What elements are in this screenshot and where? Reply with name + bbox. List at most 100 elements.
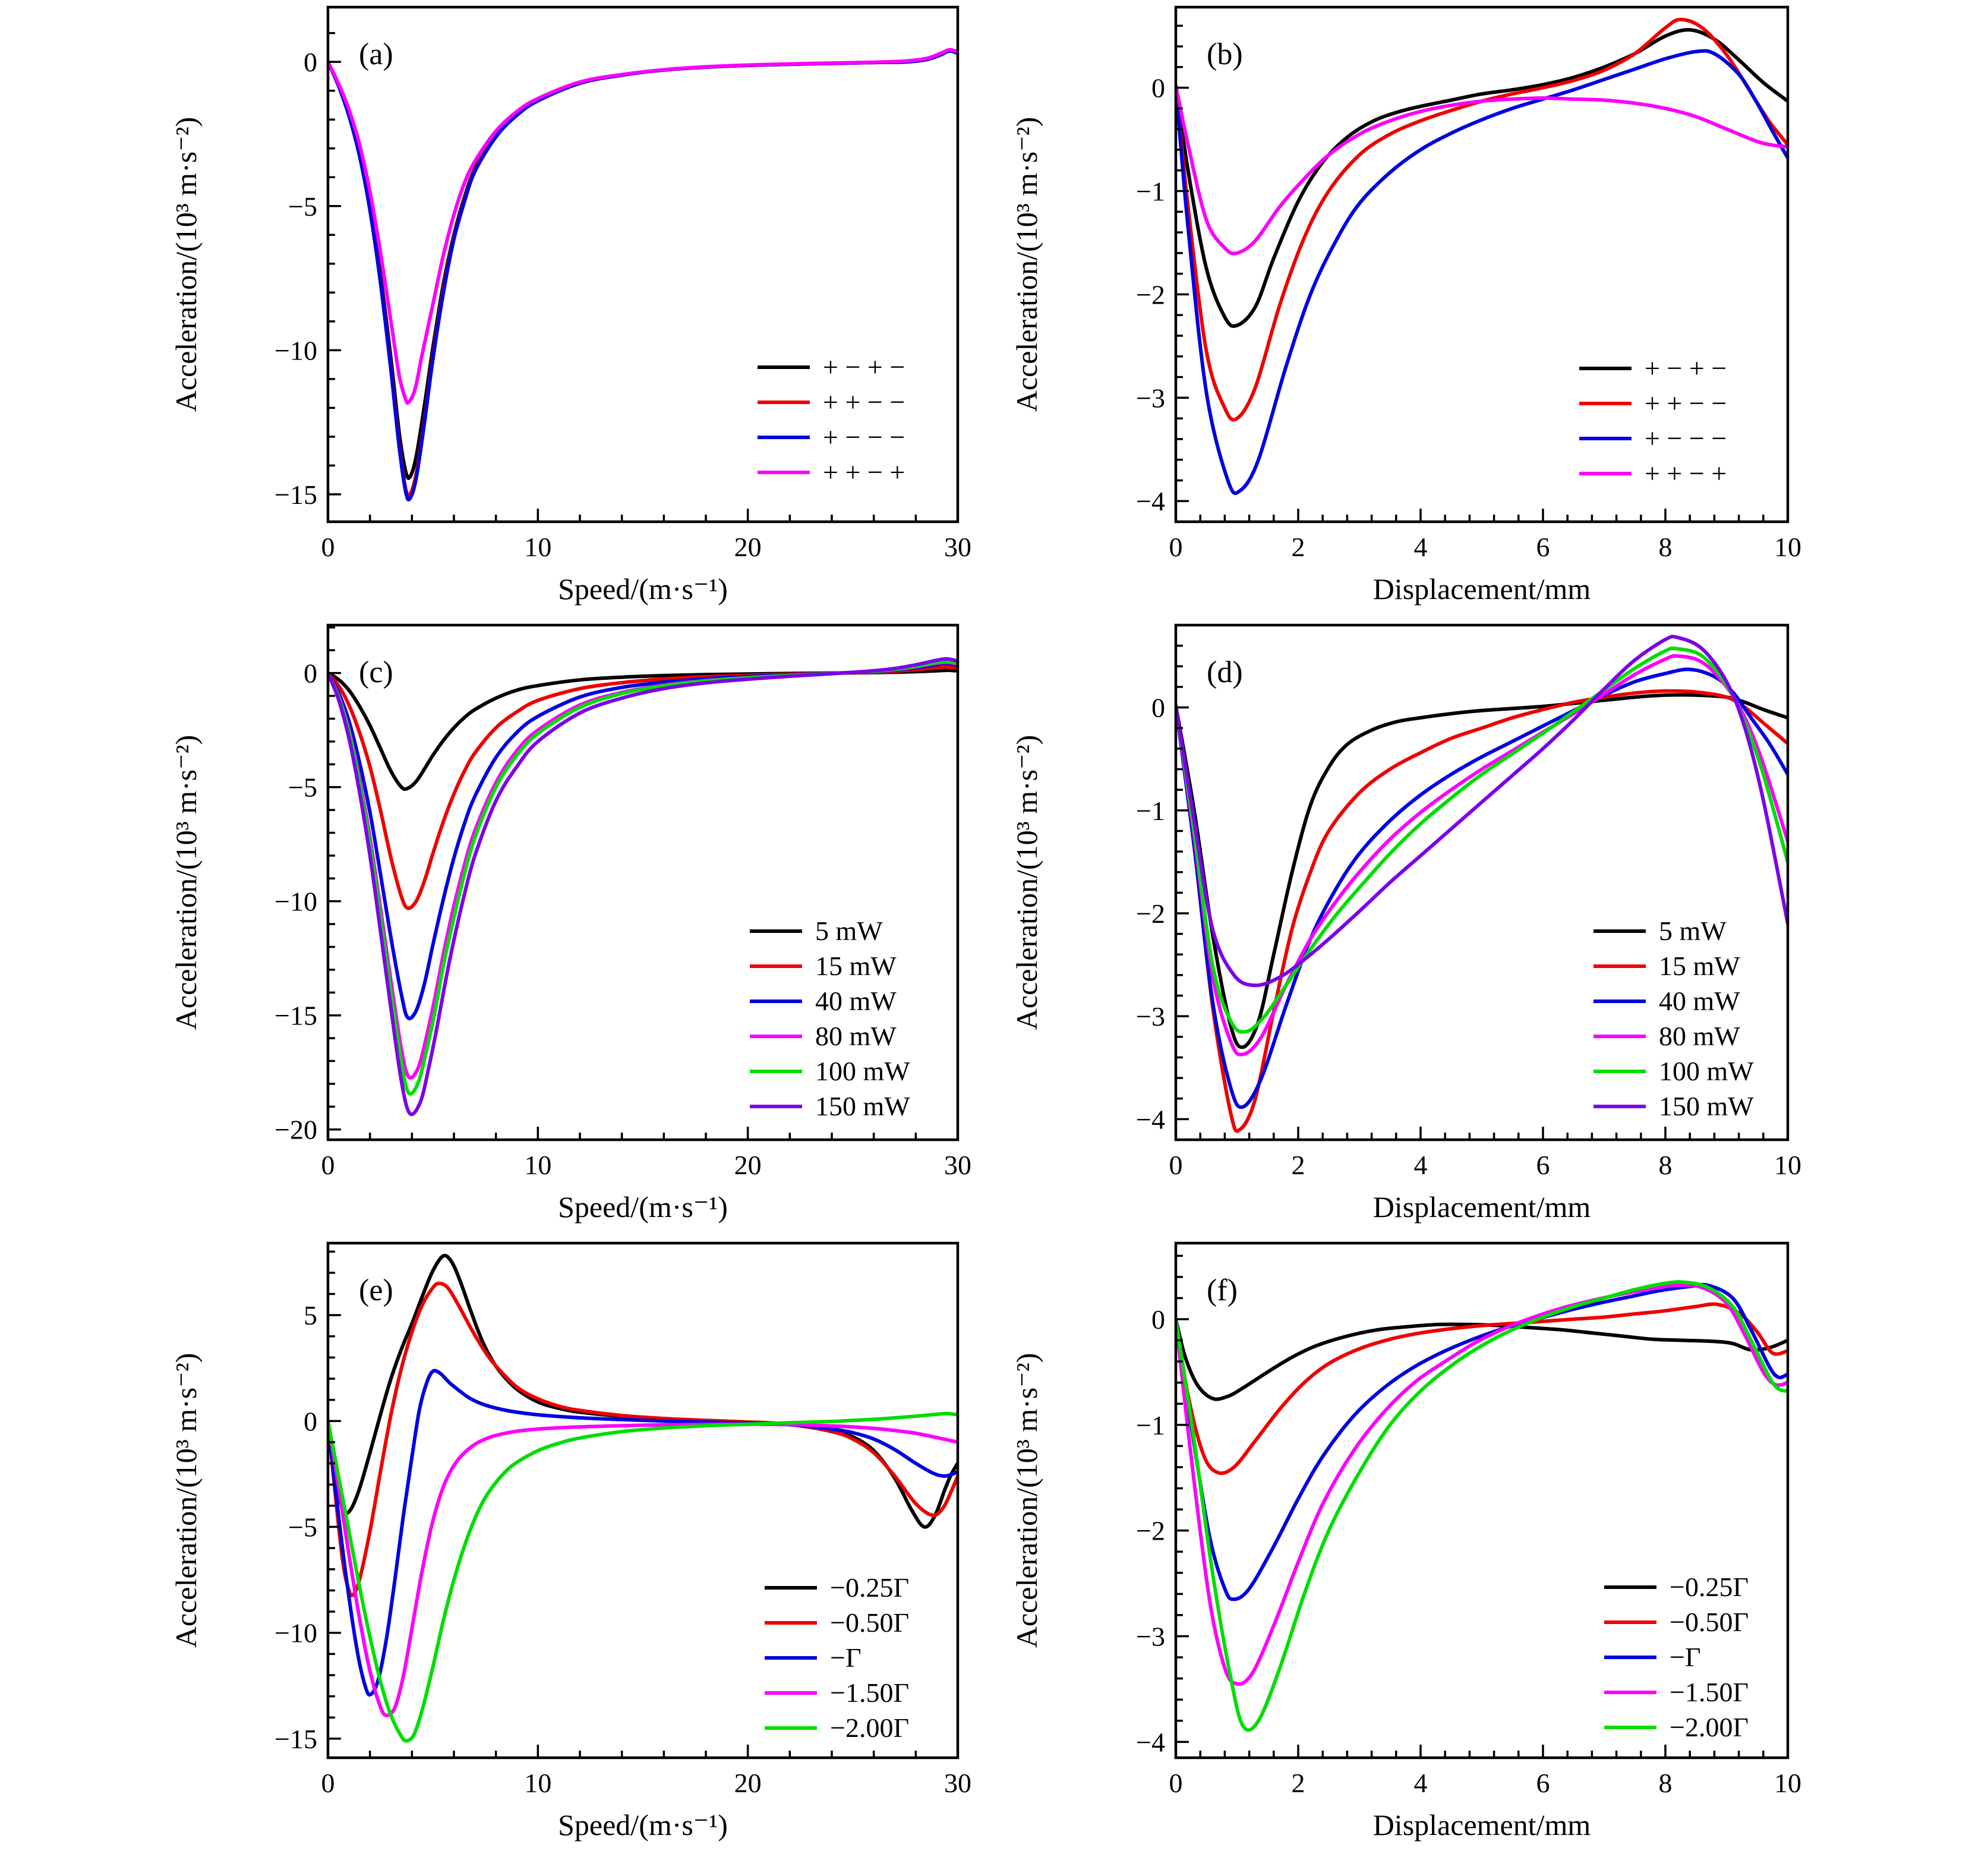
f-series--2.00g	[1176, 1280, 1788, 1732]
d-plot-box	[1174, 623, 1790, 1142]
legend-label: 40 mW	[1659, 986, 1740, 1016]
c-series-150-mw	[328, 657, 958, 1117]
d-legend-entry: 5 mW	[1593, 916, 1727, 946]
b-legend-entry: + − + −	[1579, 353, 1727, 383]
e-series--g	[328, 1369, 958, 1697]
b-legend-entry: + − − −	[1579, 423, 1727, 453]
legend-label: −2.00Γ	[830, 1713, 909, 1743]
c-plot-box	[326, 623, 960, 1142]
legend-label: −Γ	[1670, 1642, 1701, 1672]
e-legend: −0.25Γ −0.50Γ −Γ −1.50Γ −2.00Γ	[765, 1572, 909, 1743]
b-series--	[1176, 28, 1788, 328]
subplot-f: 0 2 4 6 8 10 0 −1 −2 −3 −4 Displacement/mm Accelerat…	[994, 1236, 1988, 1854]
legend-label: 100 mW	[815, 1056, 910, 1086]
c-legend: 5 mW 15 mW 40 mW 80 mW 100 mW 150 mW	[750, 916, 910, 1121]
d-x-axis-ticks	[1175, 1127, 1789, 1140]
e-plot-box	[326, 1241, 960, 1760]
b-xaxis-title: Displacement/mm	[1373, 572, 1591, 606]
plot-e-canvas: 0 10 20 30 5 0 −5 −10 −15 Speed/(m·s⁻¹) Accelerati…	[169, 1241, 971, 1842]
a-xaxis-title: Speed/(m·s⁻¹)	[558, 572, 728, 606]
plot-a-canvas: 0 10 20 30 0 −5 −10 −15 Speed/(m·s⁻¹) Acceleratio…	[169, 5, 971, 606]
legend-label: + − + −	[1645, 353, 1727, 383]
d-xtick-label: 0	[1169, 1150, 1183, 1180]
c-ytick-label: −20	[274, 1115, 317, 1145]
f-legend-entry: −0.25Γ	[1604, 1572, 1749, 1602]
f-xtick-label: 4	[1414, 1768, 1428, 1798]
d-ytick-label: −4	[1136, 1104, 1165, 1134]
a-legend-entry: + − − −	[758, 422, 905, 452]
a-ytick-label: 0	[304, 47, 317, 77]
plot-d-canvas: 0 2 4 6 8 10 0 −1 −2 −3 −4 Displacement/mm Accelerat…	[1010, 623, 1801, 1224]
subplot-a: 0 10 20 30 0 −5 −10 −15 Speed/(m·s⁻¹) Acceleratio…	[0, 0, 994, 618]
legend-label: −0.50Γ	[830, 1607, 909, 1638]
b-ytick-label: −2	[1136, 279, 1165, 310]
f-xtick-label: 2	[1292, 1768, 1305, 1798]
legend-label: 5 mW	[815, 916, 883, 946]
f-ytick-label: −4	[1136, 1727, 1165, 1757]
f-y-axis-ticks	[1176, 1254, 1189, 1743]
e-ytick-label: 0	[304, 1406, 317, 1436]
legend-label: + + − +	[1645, 458, 1727, 488]
subplot-c: 0 10 20 30 0 −5 −10 −15 −20 Speed/(m·s⁻¹) Accelera…	[0, 618, 994, 1236]
c-ytick-label: −15	[274, 1001, 317, 1031]
f-xtick-label: 8	[1659, 1768, 1673, 1798]
d-series-80-mw	[1176, 654, 1788, 1057]
legend-label: + − + −	[823, 352, 905, 382]
b-series--	[1176, 84, 1788, 256]
d-series-5-mw	[1176, 693, 1788, 1049]
d-legend-entry: 100 mW	[1593, 1056, 1754, 1086]
legend-label: −2.00Γ	[1670, 1712, 1749, 1742]
f-xaxis-title: Displacement/mm	[1373, 1808, 1591, 1842]
d-xtick-label: 8	[1659, 1150, 1673, 1180]
d-series-40-mw	[1176, 667, 1788, 1109]
b-ytick-label: −3	[1136, 383, 1165, 413]
d-series-15-mw	[1176, 689, 1788, 1133]
legend-label: 150 mW	[1659, 1091, 1754, 1121]
c-xtick-label: 30	[944, 1150, 971, 1180]
d-series-group	[1176, 635, 1788, 1133]
e-ytick-label: −15	[274, 1724, 317, 1754]
c-ytick-label: −10	[274, 887, 317, 917]
f-ytick-label: −2	[1136, 1516, 1165, 1546]
legend-label: −1.50Γ	[1670, 1677, 1749, 1707]
a-x-axis-ticks	[327, 509, 959, 522]
f-series--1.50g	[1176, 1283, 1788, 1686]
e-legend-entry: −0.25Γ	[765, 1572, 909, 1603]
d-xtick-label: 2	[1292, 1150, 1305, 1180]
legend-label: 80 mW	[1659, 1021, 1740, 1051]
b-series-group	[1176, 17, 1788, 496]
b-legend-entry: + + − +	[1579, 458, 1727, 488]
d-legend: 5 mW 15 mW 40 mW 80 mW 100 mW 150 mW	[1593, 916, 1754, 1121]
a-ytick-label: −10	[274, 335, 317, 365]
c-legend-entry: 100 mW	[750, 1056, 910, 1086]
a-panel-label: (a)	[359, 37, 393, 71]
subplot-b: 0 2 4 6 8 10 0 −1 −2 −3 −4 Displacement/mm Accelerat…	[994, 0, 1988, 618]
b-legend: + − + − + + − − + − − − + + − +	[1579, 353, 1727, 488]
a-legend-entry: + + − −	[758, 387, 905, 417]
d-ytick-label: −2	[1136, 898, 1165, 929]
c-series-15-mw	[328, 665, 958, 910]
f-ytick-label: −3	[1136, 1622, 1165, 1652]
f-series--g	[1176, 1282, 1788, 1601]
d-yaxis-title: Acceleration/(10³ m·s⁻²)	[1010, 735, 1043, 1030]
c-ytick-label: 0	[304, 658, 317, 689]
d-legend-entry: 40 mW	[1593, 986, 1740, 1016]
b-xtick-label: 0	[1169, 532, 1183, 562]
e-y-axis-ticks	[328, 1250, 341, 1740]
b-xtick-label: 2	[1292, 532, 1305, 562]
e-legend-entry: −0.50Γ	[765, 1607, 909, 1638]
d-xtick-label: 4	[1414, 1150, 1428, 1180]
b-ytick-label: −4	[1136, 486, 1165, 516]
f-xtick-label: 0	[1169, 1768, 1183, 1798]
b-yaxis-title: Acceleration/(10³ m·s⁻²)	[1010, 117, 1043, 412]
subplot-d: 0 2 4 6 8 10 0 −1 −2 −3 −4 Displacement/mm Accelerat…	[994, 618, 1988, 1236]
d-ytick-label: −3	[1136, 1001, 1165, 1032]
b-legend-entry: + + − −	[1579, 388, 1727, 418]
c-legend-entry: 150 mW	[750, 1091, 910, 1121]
c-legend-entry: 80 mW	[750, 1021, 897, 1051]
d-legend-entry: 150 mW	[1593, 1091, 1754, 1121]
f-series--0.25g	[1176, 1317, 1788, 1401]
d-series-100-mw	[1176, 646, 1788, 1034]
b-xtick-label: 10	[1774, 532, 1801, 562]
